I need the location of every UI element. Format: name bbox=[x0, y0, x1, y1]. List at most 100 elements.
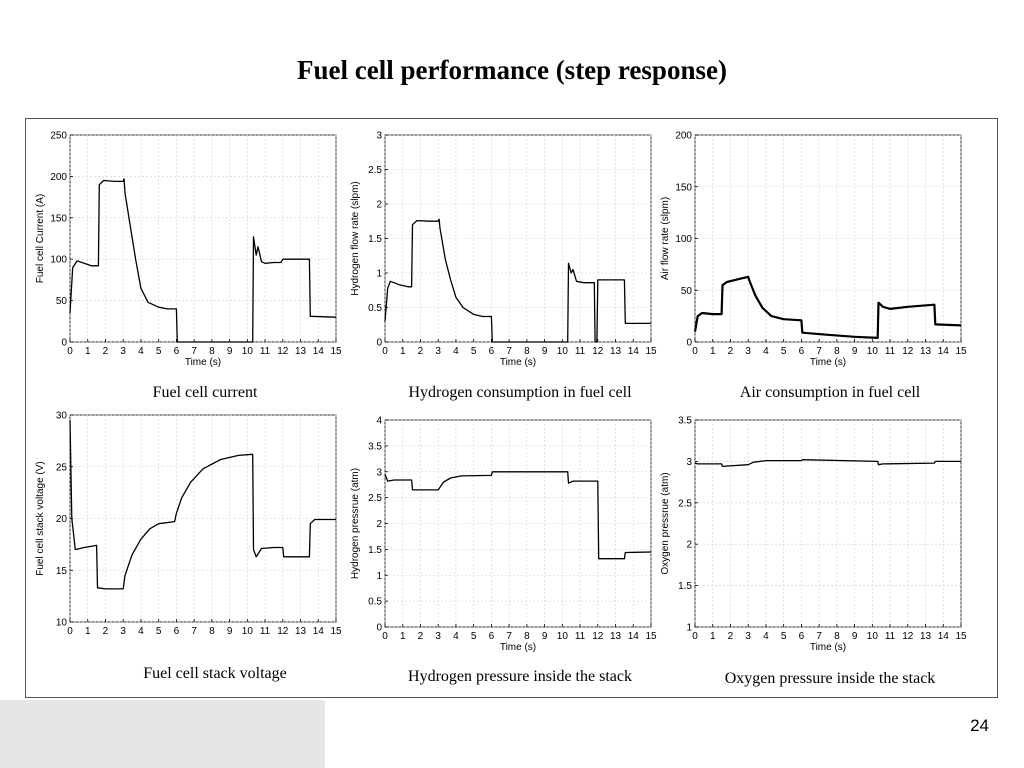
x-tick-label: 10 bbox=[242, 626, 254, 637]
y-axis-label: Fuel cell Current (A) bbox=[35, 194, 46, 283]
x-tick-label: 11 bbox=[260, 346, 271, 357]
y-tick-label: 3.5 bbox=[678, 416, 692, 427]
x-tick-label: 11 bbox=[575, 631, 586, 642]
x-axis-label: Time (s) bbox=[500, 357, 536, 368]
chart-hydrogen-consumption: 0 1 2 3 4 5 6 7 8 9 10 11 12 13 14 15 0 0.5 1 1.5 2 2.5 3 Time … bbox=[345, 125, 657, 380]
y-axis-label: Fuel cell stack voltage (V) bbox=[35, 461, 46, 576]
y-tick-label: 2 bbox=[686, 540, 692, 551]
x-tick-label: 1 bbox=[710, 346, 716, 357]
x-tick-label: 3 bbox=[120, 626, 126, 637]
y-tick-label: 25 bbox=[56, 462, 68, 473]
x-tick-label: 5 bbox=[156, 346, 162, 357]
y-tick-label: 10 bbox=[56, 618, 68, 629]
chart-svg: 0 1 2 3 4 5 6 7 8 9 10 11 12 13 14 15050100150200250Tim… bbox=[35, 131, 342, 369]
x-tick-label: 4 bbox=[138, 626, 144, 637]
y-tick-label: 200 bbox=[675, 131, 692, 142]
x-tick-label: 1 bbox=[400, 346, 406, 357]
x-tick-label: 7 bbox=[506, 346, 512, 357]
x-tick-label: 9 bbox=[542, 346, 548, 357]
x-tick-label: 0 bbox=[382, 631, 388, 642]
x-tick-label: 14 bbox=[313, 626, 325, 637]
x-tick-label: 0 bbox=[67, 626, 73, 637]
series-line-0 bbox=[694, 459, 961, 468]
x-tick-label: 15 bbox=[330, 346, 342, 357]
y-tick-label: 2.5 bbox=[368, 493, 382, 504]
x-tick-label: 8 bbox=[834, 346, 840, 357]
y-tick-label: 1 bbox=[686, 623, 692, 634]
x-tick-label: 9 bbox=[227, 346, 233, 357]
x-tick-label: 5 bbox=[781, 631, 787, 642]
x-tick-label: 13 bbox=[610, 346, 622, 357]
x-tick-label: 2 bbox=[103, 626, 109, 637]
x-tick-label: 13 bbox=[920, 346, 932, 357]
x-tick-label: 2 bbox=[728, 346, 734, 357]
y-tick-label: 3 bbox=[686, 457, 692, 468]
y-tick-label: 3 bbox=[376, 467, 382, 478]
x-tick-label: 13 bbox=[295, 626, 307, 637]
x-tick-label: 13 bbox=[295, 346, 307, 357]
x-tick-label: 7 bbox=[191, 346, 197, 357]
x-tick-label: 11 bbox=[885, 346, 896, 357]
x-tick-label: 3 bbox=[435, 631, 441, 642]
y-axis-label: Hydrogen pressrue (atm) bbox=[350, 468, 361, 579]
y-tick-label: 50 bbox=[56, 296, 68, 307]
x-tick-label: 12 bbox=[277, 626, 289, 637]
x-tick-label: 7 bbox=[191, 626, 197, 637]
chart-hydrogen-pressure: 0 1 2 3 4 5 6 7 8 9 10 11 12 13 14 15 0 0.5 1 1.5 2 2.5 3 3.5 4 T… bbox=[345, 410, 657, 665]
x-tick-label: 15 bbox=[330, 626, 342, 637]
x-tick-label: 15 bbox=[955, 631, 967, 642]
chart-air-consumption: 0 1 2 3 4 5 6 7 8 9 10 11 12 13 14 15 0 50 100 150 200 Time (… bbox=[655, 125, 967, 380]
y-tick-label: 100 bbox=[675, 234, 692, 245]
x-tick-label: 1 bbox=[85, 346, 91, 357]
x-tick-label: 8 bbox=[834, 631, 840, 642]
y-axis-label: Hydrogen flow rate (slpm) bbox=[350, 181, 361, 295]
x-tick-label: 9 bbox=[852, 346, 858, 357]
y-tick-label: 200 bbox=[50, 172, 67, 183]
y-tick-label: 0.5 bbox=[368, 303, 382, 314]
y-tick-label: 20 bbox=[56, 514, 68, 525]
x-tick-label: 5 bbox=[781, 346, 787, 357]
series-line-0 bbox=[69, 178, 337, 343]
x-tick-label: 7 bbox=[816, 631, 822, 642]
x-tick-label: 14 bbox=[938, 346, 950, 357]
x-tick-label: 4 bbox=[138, 346, 144, 357]
y-tick-label: 1.5 bbox=[368, 545, 382, 556]
x-tick-label: 2 bbox=[103, 346, 109, 357]
x-tick-label: 8 bbox=[209, 626, 215, 637]
x-tick-label: 3 bbox=[120, 346, 126, 357]
x-tick-label: 6 bbox=[174, 626, 180, 637]
x-axis-label: Time (s) bbox=[810, 642, 846, 653]
x-tick-label: 13 bbox=[920, 631, 932, 642]
x-tick-label: 4 bbox=[763, 346, 769, 357]
x-tick-label: 2 bbox=[418, 346, 424, 357]
chart-svg: 0 1 2 3 4 5 6 7 8 9 10 11 12 13 14 1500.511.522.533.54T… bbox=[350, 416, 657, 654]
x-tick-label: 6 bbox=[799, 346, 805, 357]
y-tick-label: 3.5 bbox=[368, 441, 382, 452]
x-tick-label: 2 bbox=[418, 631, 424, 642]
x-tick-label: 7 bbox=[506, 631, 512, 642]
x-tick-label: 9 bbox=[852, 631, 858, 642]
y-tick-label: 100 bbox=[50, 255, 67, 266]
plot-area bbox=[694, 419, 962, 628]
slide-title: Fuel cell performance (step response) bbox=[297, 55, 727, 85]
x-tick-label: 4 bbox=[453, 631, 459, 642]
x-tick-label: 15 bbox=[645, 631, 657, 642]
plot-area bbox=[69, 134, 337, 343]
x-tick-label: 11 bbox=[260, 626, 271, 637]
x-tick-label: 9 bbox=[227, 626, 233, 637]
x-tick-label: 5 bbox=[156, 626, 162, 637]
x-tick-label: 1 bbox=[710, 631, 716, 642]
x-axis-label: Time (s) bbox=[810, 357, 846, 368]
x-tick-label: 12 bbox=[902, 346, 914, 357]
x-tick-label: 6 bbox=[489, 346, 495, 357]
x-tick-label: 13 bbox=[610, 631, 622, 642]
x-tick-label: 0 bbox=[382, 346, 388, 357]
y-tick-label: 250 bbox=[50, 131, 67, 142]
y-tick-label: 30 bbox=[56, 411, 68, 422]
x-tick-label: 0 bbox=[67, 346, 73, 357]
x-tick-label: 1 bbox=[85, 626, 91, 637]
x-axis-label: Time (s) bbox=[500, 642, 536, 653]
y-tick-label: 0 bbox=[61, 338, 67, 349]
